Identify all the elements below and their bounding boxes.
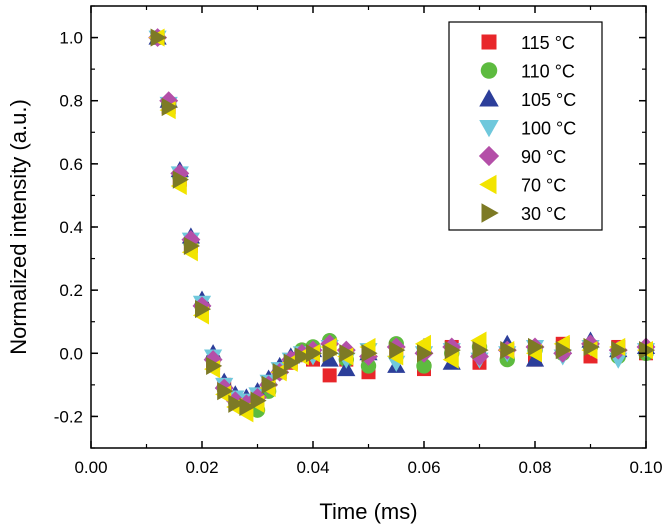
x-tick-label: 0.08 [518, 458, 551, 477]
data-point [361, 344, 378, 363]
data-point [261, 375, 278, 394]
data-point [322, 368, 337, 383]
legend-marker [478, 145, 500, 167]
data-point [306, 344, 323, 363]
y-tick-label: 0.2 [59, 281, 83, 300]
y-axis-title: Normalized intensity (a.u.) [6, 99, 31, 355]
data-point [283, 353, 300, 372]
data-point [217, 382, 234, 401]
legend-marker [480, 62, 498, 79]
legend-marker [479, 120, 499, 138]
data-point [472, 341, 489, 360]
data-point [172, 170, 189, 189]
data-point [416, 358, 432, 374]
data-point [470, 331, 487, 350]
legend-marker [479, 89, 499, 107]
y-tick-label: 0.8 [59, 92, 83, 111]
x-tick-label: 0.04 [296, 458, 329, 477]
data-point [228, 394, 245, 413]
data-point [294, 347, 311, 366]
legend-box [448, 21, 603, 231]
data-point [239, 397, 256, 417]
data-point [161, 97, 178, 117]
data-point [583, 337, 600, 357]
y-tick-label: 0.4 [59, 218, 83, 237]
x-axis-title: Time (ms) [319, 499, 417, 524]
data-point [320, 350, 339, 367]
data-point [150, 28, 167, 47]
y-tick-label: -0.2 [54, 407, 83, 426]
x-tick-label: 0.06 [407, 458, 440, 477]
data-point [360, 358, 377, 374]
y-tick-label: 0.6 [59, 155, 83, 174]
data-point [555, 341, 572, 360]
legend-label: 70 °C [521, 176, 566, 196]
y-tick-label: 0.0 [59, 344, 83, 363]
data-point [442, 350, 459, 369]
data-point [339, 344, 356, 363]
data-point [525, 350, 545, 367]
legend-label: 100 °C [521, 119, 576, 139]
legend-label: 90 °C [521, 147, 566, 167]
data-point [444, 341, 461, 360]
data-point [206, 356, 223, 376]
data-point [250, 391, 267, 410]
legend-marker [481, 34, 497, 50]
data-point [272, 363, 289, 382]
legend-label: 115 °C [521, 33, 575, 53]
data-point [414, 334, 431, 353]
data-point [639, 341, 656, 360]
x-tick-label: 0.00 [74, 458, 107, 477]
data-point [322, 344, 339, 363]
legend-marker [481, 203, 499, 223]
x-tick-label: 0.02 [185, 458, 218, 477]
axes: 0.00 0.02 0.04 0.06 0.08 0.10 -0.2 0.0 0.2 0.4 0.6… [54, 5, 663, 477]
series-6 [150, 28, 656, 417]
legend-marker [479, 174, 497, 195]
legend-label: 30 °C [521, 204, 566, 224]
data-point [183, 236, 200, 256]
legend: 115 °C 110 °C 105 °C 100 °C 90 °C 70 °C 30 °C [448, 21, 603, 231]
data-point [500, 341, 517, 360]
legend-label: 105 °C [521, 90, 576, 110]
data-point [528, 337, 545, 357]
x-tick-label: 0.10 [629, 458, 662, 477]
data-point [389, 341, 406, 360]
legend-label: 110 °C [521, 62, 575, 82]
y-tick-label: 1.0 [59, 29, 83, 48]
data-point [611, 341, 628, 360]
data-point [417, 344, 434, 363]
data-point [195, 299, 212, 319]
